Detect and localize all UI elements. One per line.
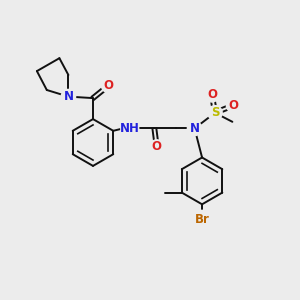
- Text: O: O: [229, 99, 238, 112]
- Text: Br: Br: [195, 213, 209, 226]
- Text: O: O: [152, 140, 162, 154]
- Text: N: N: [63, 90, 74, 103]
- Circle shape: [205, 88, 219, 102]
- Circle shape: [208, 106, 222, 120]
- Text: O: O: [103, 79, 114, 92]
- Circle shape: [150, 140, 164, 154]
- Text: O: O: [207, 88, 217, 101]
- Circle shape: [61, 89, 76, 104]
- Circle shape: [121, 119, 139, 137]
- Text: S: S: [211, 106, 219, 119]
- Circle shape: [188, 121, 202, 136]
- Text: NH: NH: [120, 122, 140, 135]
- Circle shape: [101, 78, 116, 93]
- Circle shape: [193, 210, 212, 230]
- Text: N: N: [190, 122, 200, 135]
- Circle shape: [226, 98, 241, 112]
